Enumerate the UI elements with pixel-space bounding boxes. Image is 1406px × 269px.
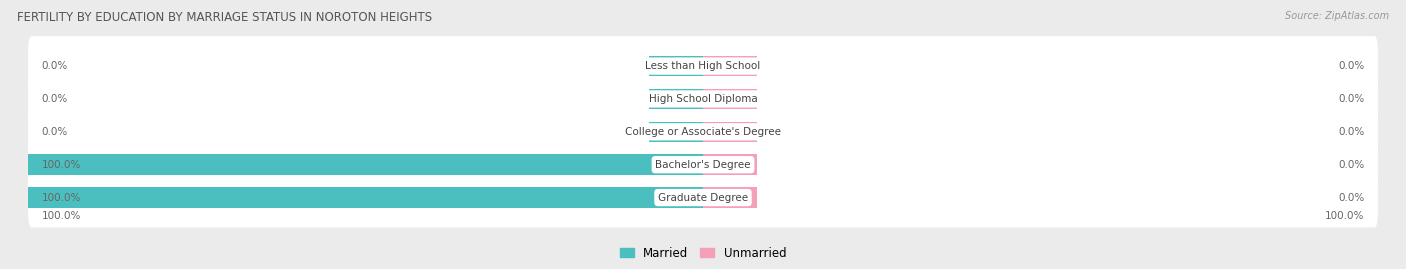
Text: College or Associate's Degree: College or Associate's Degree [626, 127, 780, 137]
Text: 0.0%: 0.0% [1339, 193, 1364, 203]
Text: 0.0%: 0.0% [42, 61, 67, 71]
Text: 0.0%: 0.0% [1339, 127, 1364, 137]
Bar [650, 89, 703, 109]
FancyBboxPatch shape [28, 36, 1378, 96]
FancyBboxPatch shape [28, 168, 1378, 228]
Text: 100.0%: 100.0% [1324, 211, 1364, 221]
Bar [28, 154, 703, 175]
FancyBboxPatch shape [28, 135, 1378, 194]
Text: High School Diploma: High School Diploma [648, 94, 758, 104]
Bar [703, 89, 756, 109]
Text: 100.0%: 100.0% [42, 193, 82, 203]
Text: 0.0%: 0.0% [1339, 160, 1364, 170]
Text: Bachelor's Degree: Bachelor's Degree [655, 160, 751, 170]
Legend: Married, Unmarried: Married, Unmarried [614, 242, 792, 264]
Text: 0.0%: 0.0% [1339, 94, 1364, 104]
Text: 0.0%: 0.0% [1339, 61, 1364, 71]
Text: FERTILITY BY EDUCATION BY MARRIAGE STATUS IN NOROTON HEIGHTS: FERTILITY BY EDUCATION BY MARRIAGE STATU… [17, 11, 432, 24]
Text: 100.0%: 100.0% [42, 211, 82, 221]
Bar [28, 187, 703, 208]
Bar [703, 187, 756, 208]
Text: Graduate Degree: Graduate Degree [658, 193, 748, 203]
Bar [703, 122, 756, 142]
Bar [703, 56, 756, 76]
Text: 0.0%: 0.0% [42, 94, 67, 104]
Text: Source: ZipAtlas.com: Source: ZipAtlas.com [1285, 11, 1389, 21]
FancyBboxPatch shape [28, 69, 1378, 129]
Text: 0.0%: 0.0% [42, 127, 67, 137]
FancyBboxPatch shape [28, 102, 1378, 162]
Bar [703, 154, 756, 175]
Text: Less than High School: Less than High School [645, 61, 761, 71]
Bar [650, 122, 703, 142]
Bar [650, 56, 703, 76]
Text: 100.0%: 100.0% [42, 160, 82, 170]
